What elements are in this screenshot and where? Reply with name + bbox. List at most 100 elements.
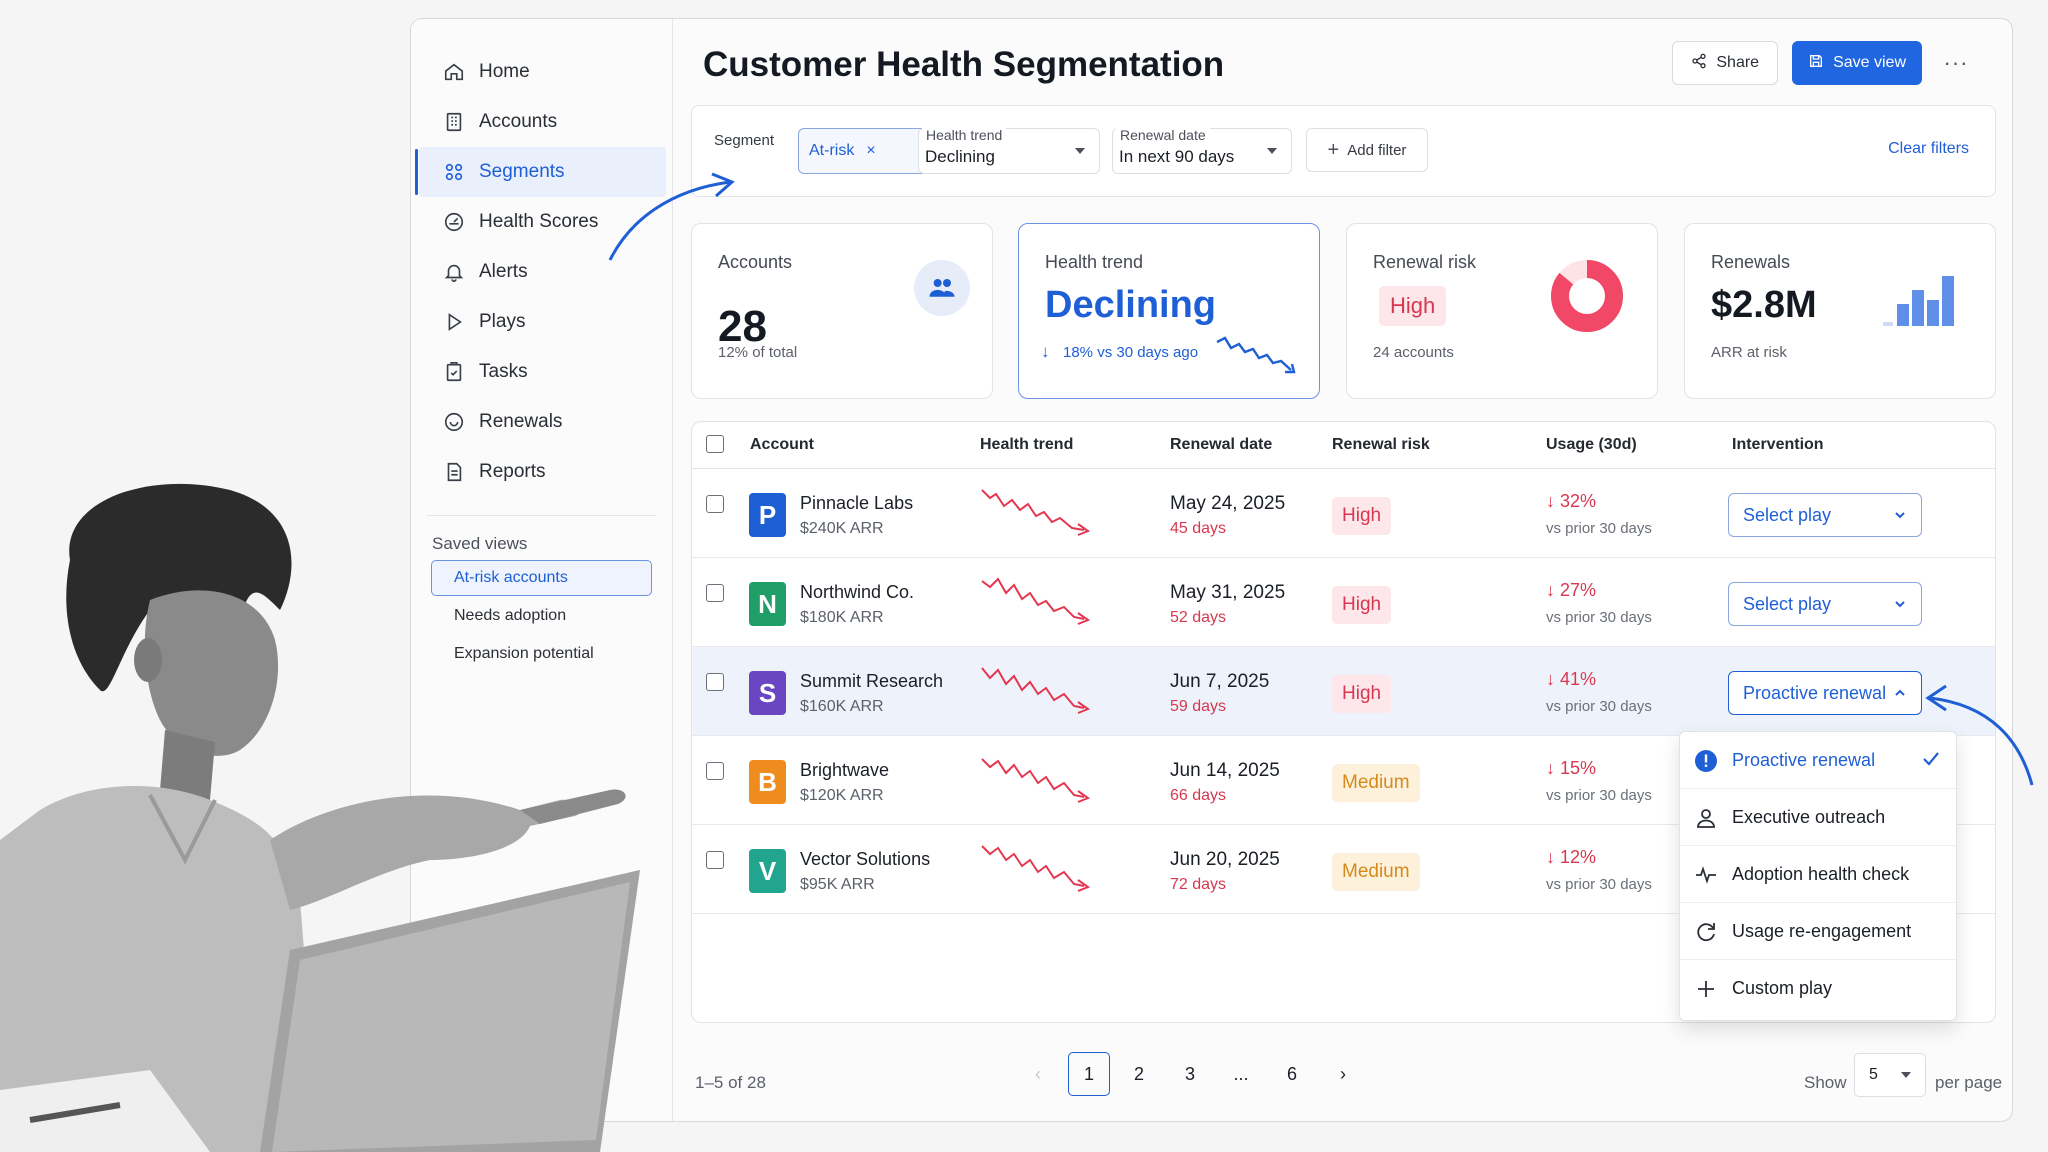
column-header-renewal-risk[interactable]: Renewal risk [1332,436,1430,453]
chevron-down-icon [1895,601,1905,608]
select-all-checkbox[interactable] [706,435,724,453]
remove-chip-icon[interactable]: × [866,142,876,159]
health-trend-filter[interactable]: Health trend Declining [918,127,1100,174]
account-logo: P [749,493,786,537]
health-sparkline [981,667,1091,714]
column-header-usage[interactable]: Usage (30d) [1546,436,1637,453]
share-icon [1691,53,1707,74]
column-header-account[interactable]: Account [750,436,814,453]
kpi-subtext: 24 accounts [1373,344,1454,361]
row-checkbox[interactable] [706,495,724,513]
sidebar-item-tasks[interactable]: Tasks [419,347,666,397]
renewal-date-filter[interactable]: Renewal date In next 90 days [1112,127,1292,174]
row-checkbox[interactable] [706,851,724,869]
saved-view-needs-adoption[interactable]: Needs adoption [454,607,567,624]
sidebar-item-accounts[interactable]: Accounts [419,97,666,147]
column-header-intervention[interactable]: Intervention [1732,436,1824,453]
kpi-subtext: 12% of total [718,344,798,361]
account-arr: $95K ARR [800,876,875,893]
column-header-renewal-date[interactable]: Renewal date [1170,436,1273,453]
intervention-select[interactable]: Select play [1728,493,1922,537]
menu-item-custom-play[interactable]: Custom play [1680,960,1956,1017]
page-button-1[interactable]: 1 [1068,1052,1110,1096]
account-name[interactable]: Summit Research [800,671,944,691]
sidebar-item-renewals[interactable]: Renewals [419,397,666,447]
sidebar-item-label: Alerts [479,261,528,282]
risk-badge: High [1332,497,1392,535]
sidebar-item-alerts[interactable]: Alerts [419,247,666,297]
kpi-title: Renewal risk [1373,252,1477,272]
saved-view-at-risk[interactable]: At-risk accounts [431,560,652,596]
sidebar-item-home[interactable]: Home [419,47,666,97]
table-row[interactable]: N Northwind Co. $180K ARR May 31, 2025 5… [692,558,1995,647]
users-icon [914,260,970,316]
kpi-value: 28 [718,302,767,351]
account-name[interactable]: Northwind Co. [800,582,915,602]
page-ellipsis: ... [1233,1063,1249,1084]
page-button-3[interactable]: 3 [1184,1063,1195,1084]
health-sparkline [981,489,1091,536]
more-options-button[interactable]: ··· [1943,50,1969,75]
refresh-icon [1697,923,1715,942]
main-content: Customer Health Segmentation Share Save … [673,19,2012,1121]
usage-value: ↓ 41% [1546,669,1597,689]
menu-item-usage-re-engagement[interactable]: Usage re-engagement [1680,903,1956,960]
intervention-select[interactable]: Select play [1728,582,1922,626]
share-label: Share [1716,54,1760,71]
home-icon [443,61,465,83]
page-button-2[interactable]: 2 [1133,1063,1144,1084]
account-logo: V [749,849,786,893]
trend-sparkline [1216,336,1296,374]
health-sparkline [981,758,1091,803]
row-checkbox[interactable] [706,584,724,602]
kpi-title: Renewals [1711,252,1791,272]
account-name[interactable]: Pinnacle Labs [800,493,914,513]
table-row[interactable]: V Vector Solutions $95K ARR Jun 20, 2025… [692,825,1995,914]
prev-page-button[interactable]: ‹ [1035,1063,1041,1084]
next-page-button[interactable]: › [1340,1063,1346,1084]
table-row[interactable]: S Summit Research $160K ARR Jun 7, 2025 … [692,647,1995,736]
page-title: Customer Health Segmentation [703,45,1225,84]
renewal-date-filter-value: In next 90 days [1119,147,1235,166]
page-button-6[interactable]: 6 [1286,1063,1297,1084]
usage-subtext: vs prior 30 days [1546,698,1652,715]
menu-item-adoption-health-check[interactable]: Adoption health check [1680,846,1956,903]
menu-item-executive-outreach[interactable]: Executive outreach [1680,789,1956,846]
kpi-value: $2.8M [1711,284,1817,326]
annotation-arrow-segment [608,172,735,261]
add-filter-button[interactable]: + Add filter [1306,128,1428,172]
table-row[interactable]: B Brightwave $120K ARR Jun 14, 2025 66 d… [692,736,1995,825]
column-header-health-trend[interactable]: Health trend [980,436,1074,453]
plus-icon: + [1327,138,1340,161]
sidebar-item-label: Plays [479,311,526,332]
account-name[interactable]: Brightwave [800,760,890,780]
sidebar-item-segments[interactable]: Segments [415,147,666,197]
segment-chip: At-risk × [809,142,876,160]
menu-item-proactive-renewal[interactable]: Proactive renewal [1680,732,1956,789]
saved-view-expansion[interactable]: Expansion potential [454,645,594,662]
per-page-select[interactable]: 5 [1854,1053,1926,1097]
alert-circle-icon [1695,750,1717,772]
row-checkbox[interactable] [706,762,724,780]
sidebar-item-health-scores[interactable]: Health Scores [419,197,666,247]
usage-subtext: vs prior 30 days [1546,787,1652,804]
account-arr: $240K ARR [800,520,884,537]
save-view-button[interactable]: Save view [1792,41,1922,85]
sidebar-item-reports[interactable]: Reports [419,447,666,497]
clear-filters-link[interactable]: Clear filters [1888,140,1969,157]
usage-subtext: vs prior 30 days [1546,520,1652,537]
row-checkbox[interactable] [706,673,724,691]
kpi-card-renewal-risk: Renewal risk High 24 accounts [1346,223,1658,399]
chevron-down-icon [1901,1072,1911,1078]
save-icon [1808,53,1824,74]
segment-filter-label: Segment [714,132,775,149]
intervention-select[interactable]: Proactive renewal [1728,671,1922,715]
risk-badge: Medium [1332,853,1420,891]
person-icon [1697,809,1715,828]
table-row[interactable]: P Pinnacle Labs $240K ARR May 24, 2025 4… [692,469,1995,558]
chevron-up-icon [1895,689,1905,696]
share-button[interactable]: Share [1672,41,1779,85]
sidebar-item-plays[interactable]: Plays [419,297,666,347]
gauge-icon [443,211,465,233]
account-name[interactable]: Vector Solutions [800,849,931,869]
